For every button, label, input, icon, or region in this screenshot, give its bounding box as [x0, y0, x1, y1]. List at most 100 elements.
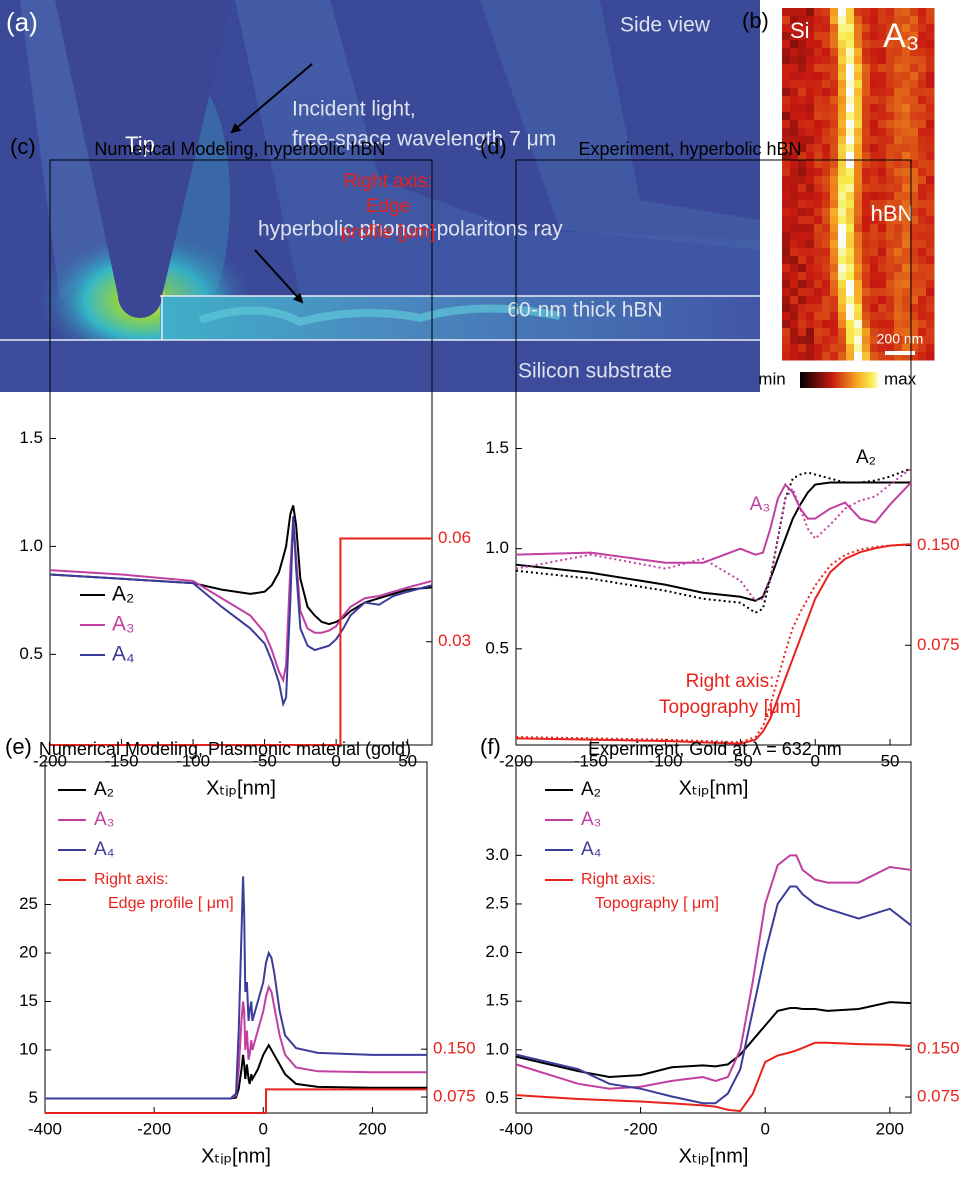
- heatmap-cell: [782, 104, 791, 113]
- heatmap-cell: [918, 248, 927, 257]
- heatmap-cell: [894, 288, 903, 297]
- heatmap-cell: [878, 272, 887, 281]
- heatmap-cell: [846, 352, 855, 361]
- heatmap-cell: [854, 112, 863, 121]
- y-tick-label: 0.5: [485, 1088, 509, 1107]
- heatmap-cell: [886, 280, 895, 289]
- heatmap-cell: [838, 224, 847, 233]
- heatmap-cell: [918, 104, 927, 113]
- heatmap-cell: [814, 152, 823, 161]
- heatmap-cell: [814, 296, 823, 305]
- heatmap-cell: [902, 232, 911, 241]
- heatmap-cell: [926, 336, 935, 345]
- heatmap-cell: [886, 128, 895, 137]
- heatmap-cell: [926, 144, 935, 153]
- heatmap-cell: [822, 96, 831, 105]
- heatmap-cell: [782, 240, 791, 249]
- heatmap-cell: [822, 240, 831, 249]
- heatmap-cell: [814, 264, 823, 273]
- heatmap-cell: [926, 320, 935, 329]
- heatmap-cell: [838, 160, 847, 169]
- heatmap-cell: [838, 56, 847, 65]
- heatmap-cell: [798, 232, 807, 241]
- heatmap-cell: [862, 24, 871, 33]
- heatmap-cell: [870, 176, 879, 185]
- y2-tick-label: 0.03: [438, 631, 471, 650]
- heatmap-cell: [806, 216, 815, 225]
- heatmap-cell: [846, 272, 855, 281]
- heatmap-cell: [870, 256, 879, 265]
- heatmap-cell: [862, 128, 871, 137]
- heatmap-cell: [806, 136, 815, 145]
- legend-label: A₄: [112, 643, 135, 666]
- series-line: [516, 1002, 911, 1077]
- heatmap-cell: [902, 136, 911, 145]
- heatmap-cell: [886, 136, 895, 145]
- heatmap-cell: [854, 48, 863, 57]
- heatmap-cell: [838, 136, 847, 145]
- heatmap-cell: [790, 200, 799, 209]
- heatmap-cell: [806, 272, 815, 281]
- heatmap-cell: [926, 168, 935, 177]
- heatmap-cell: [838, 120, 847, 129]
- heatmap-cell: [782, 344, 791, 353]
- heatmap-cell: [806, 280, 815, 289]
- heatmap-cell: [854, 328, 863, 337]
- heatmap-cell: [862, 248, 871, 257]
- heatmap-cell: [830, 64, 839, 73]
- series-line: [516, 855, 911, 1088]
- heatmap-cell: [926, 40, 935, 49]
- heatmap-cell: [854, 320, 863, 329]
- heatmap-cell: [814, 328, 823, 337]
- heatmap-cell: [886, 120, 895, 129]
- heatmap-cell: [846, 128, 855, 137]
- x-tick-label: 0: [760, 1119, 769, 1138]
- heatmap-cell: [838, 40, 847, 49]
- heatmap-cell: [910, 128, 919, 137]
- heatmap-cell: [894, 272, 903, 281]
- heatmap-cell: [862, 120, 871, 129]
- heatmap-cell: [798, 256, 807, 265]
- x-tick-label: -400: [28, 1119, 62, 1138]
- heatmap-cell: [798, 56, 807, 65]
- heatmap-cell: [806, 168, 815, 177]
- heatmap-cell: [926, 208, 935, 217]
- heatmap-cell: [838, 248, 847, 257]
- heatmap-cell: [870, 96, 879, 105]
- heatmap-cell: [862, 320, 871, 329]
- x-axis-label: Xₜᵢₚ[nm]: [679, 777, 749, 799]
- heatmap-cell: [830, 296, 839, 305]
- heatmap-cell: [790, 128, 799, 137]
- heatmap-cell: [870, 8, 879, 17]
- y-tick-label: 10: [19, 1039, 38, 1058]
- heatmap-cell: [870, 144, 879, 153]
- heatmap-cell: [830, 104, 839, 113]
- y-tick-label: 1.5: [485, 438, 509, 457]
- heatmap-cell: [926, 304, 935, 313]
- heatmap-cell: [790, 56, 799, 65]
- heatmap-cell: [782, 208, 791, 217]
- heatmap-cell: [830, 240, 839, 249]
- heatmap-cell: [862, 32, 871, 41]
- heatmap-cell: [862, 40, 871, 49]
- heatmap-cell: [806, 96, 815, 105]
- heatmap: [782, 8, 935, 361]
- y2-tick-label: 0.075: [917, 635, 960, 654]
- y-tick-label: 1.0: [485, 1039, 509, 1058]
- heatmap-cell: [822, 128, 831, 137]
- heatmap-cell: [838, 176, 847, 185]
- heatmap-cell: [814, 168, 823, 177]
- heatmap-cell: [814, 136, 823, 145]
- heatmap-cell: [830, 128, 839, 137]
- heatmap-cell: [854, 240, 863, 249]
- heatmap-cell: [878, 168, 887, 177]
- heatmap-cell: [870, 320, 879, 329]
- heatmap-cell: [854, 144, 863, 153]
- heatmap-cell: [822, 104, 831, 113]
- heatmap-cell: [918, 144, 927, 153]
- heatmap-cell: [918, 64, 927, 73]
- heatmap-cell: [782, 80, 791, 89]
- heatmap-cell: [798, 248, 807, 257]
- heatmap-cell: [846, 192, 855, 201]
- heatmap-cell: [894, 192, 903, 201]
